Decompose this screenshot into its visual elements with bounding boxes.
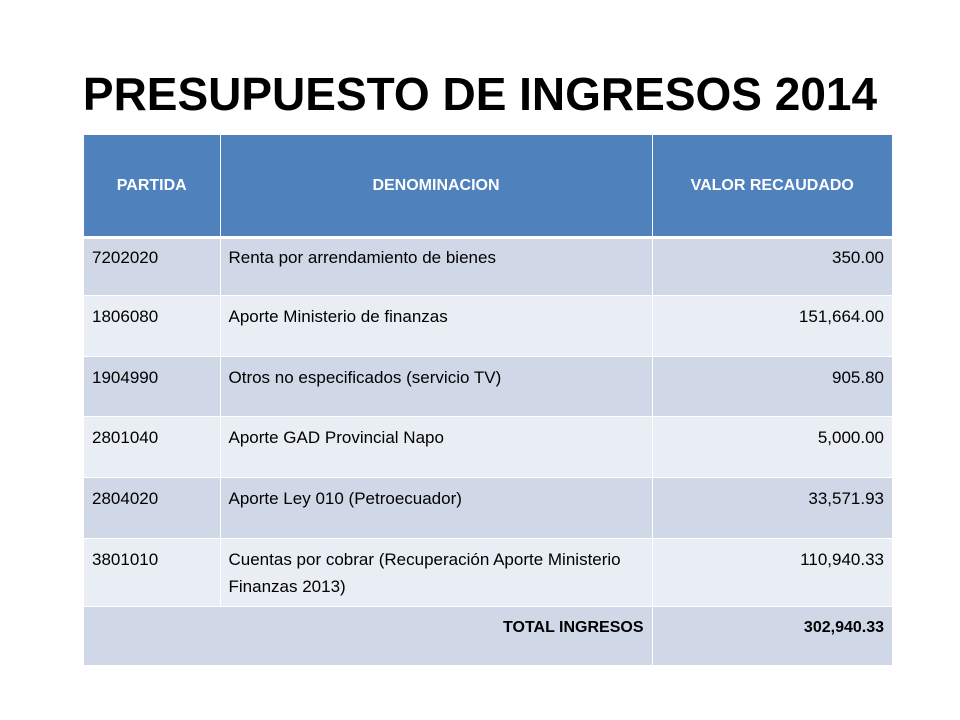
budget-table: PARTIDA DENOMINACION VALOR RECAUDADO 720… <box>84 135 892 666</box>
cell-valor: 110,940.33 <box>652 538 892 607</box>
column-header-valor: VALOR RECAUDADO <box>652 135 892 239</box>
total-row: TOTAL INGRESOS 302,940.33 <box>84 606 892 666</box>
table-row: 1904990 Otros no especificados (servicio… <box>84 356 892 417</box>
table-row: 3801010 Cuentas por cobrar (Recuperación… <box>84 538 892 607</box>
cell-denominacion: Aporte Ministerio de finanzas <box>220 295 653 357</box>
cell-partida: 1904990 <box>84 356 221 417</box>
cell-valor: 33,571.93 <box>652 477 892 539</box>
cell-valor: 151,664.00 <box>652 295 892 357</box>
cell-partida: 1806080 <box>84 295 221 357</box>
cell-partida: 3801010 <box>84 538 221 607</box>
table-header-row: PARTIDA DENOMINACION VALOR RECAUDADO <box>84 135 892 239</box>
cell-valor: 350.00 <box>652 237 892 296</box>
cell-denominacion: Cuentas por cobrar (Recuperación Aporte … <box>220 538 653 607</box>
column-header-partida: PARTIDA <box>84 135 221 239</box>
total-value: 302,940.33 <box>652 606 892 666</box>
cell-partida: 7202020 <box>84 237 221 296</box>
table-row: 2801040 Aporte GAD Provincial Napo 5,000… <box>84 416 892 478</box>
total-label: TOTAL INGRESOS <box>84 606 653 666</box>
cell-valor: 905.80 <box>652 356 892 417</box>
table-row: 2804020 Aporte Ley 010 (Petroecuador) 33… <box>84 477 892 539</box>
cell-denominacion: Aporte GAD Provincial Napo <box>220 416 653 478</box>
cell-denominacion: Otros no especificados (servicio TV) <box>220 356 653 417</box>
table-row: 1806080 Aporte Ministerio de finanzas 15… <box>84 295 892 357</box>
table-row: 7202020 Renta por arrendamiento de biene… <box>84 237 892 296</box>
cell-partida: 2801040 <box>84 416 221 478</box>
cell-valor: 5,000.00 <box>652 416 892 478</box>
page-title: PRESUPUESTO DE INGRESOS 2014 <box>82 68 878 120</box>
column-header-denominacion: DENOMINACION <box>220 135 653 239</box>
cell-denominacion: Aporte Ley 010 (Petroecuador) <box>220 477 653 539</box>
cell-partida: 2804020 <box>84 477 221 539</box>
cell-denominacion: Renta por arrendamiento de bienes <box>220 237 653 296</box>
